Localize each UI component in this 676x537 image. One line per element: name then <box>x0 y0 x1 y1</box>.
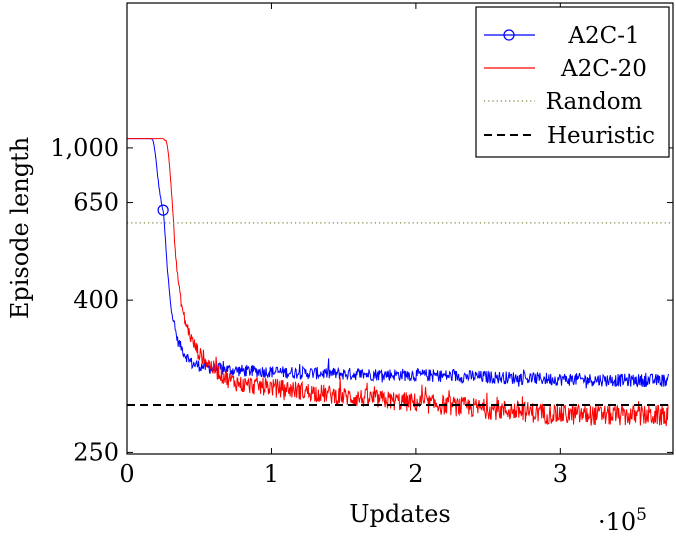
y-tick-label: 250 <box>73 438 119 466</box>
plot-frame <box>126 2 674 455</box>
series-layer <box>127 138 673 427</box>
legend: A2C-1 A2C-20 Random Heuristic <box>475 6 670 158</box>
legend-label-heuristic: Heuristic <box>547 123 655 149</box>
x-multiplier-exponent: 5 <box>636 505 647 525</box>
legend-label-random: Random <box>546 89 643 115</box>
x-multiplier-label: ·105 <box>598 505 647 536</box>
y-axis-ticks: 250 400 650 1,000 <box>50 134 673 466</box>
legend-box <box>475 6 670 158</box>
x-tick-label: 0 <box>119 460 134 488</box>
x-multiplier-base: ·10 <box>598 508 636 536</box>
y-tick-label: 400 <box>73 286 119 314</box>
x-axis-ticks: 0 1 2 3 <box>119 3 568 488</box>
x-tick-label: 2 <box>408 460 423 488</box>
x-axis-label: Updates <box>349 500 450 528</box>
series-a2c-1-marker <box>157 204 169 216</box>
y-tick-label: 1,000 <box>50 134 119 162</box>
series-a2c-1-line <box>127 138 670 389</box>
x-tick-label: 3 <box>553 460 568 488</box>
legend-marker-a2c-1 <box>503 29 515 41</box>
y-axis-label: Episode length <box>6 137 34 319</box>
y-tick-label: 650 <box>73 189 119 217</box>
legend-label-a2c-20: A2C-20 <box>560 56 647 82</box>
x-tick-label: 1 <box>264 460 279 488</box>
legend-label-a2c-1: A2C-1 <box>567 23 639 49</box>
series-a2c-20-line <box>127 138 669 427</box>
